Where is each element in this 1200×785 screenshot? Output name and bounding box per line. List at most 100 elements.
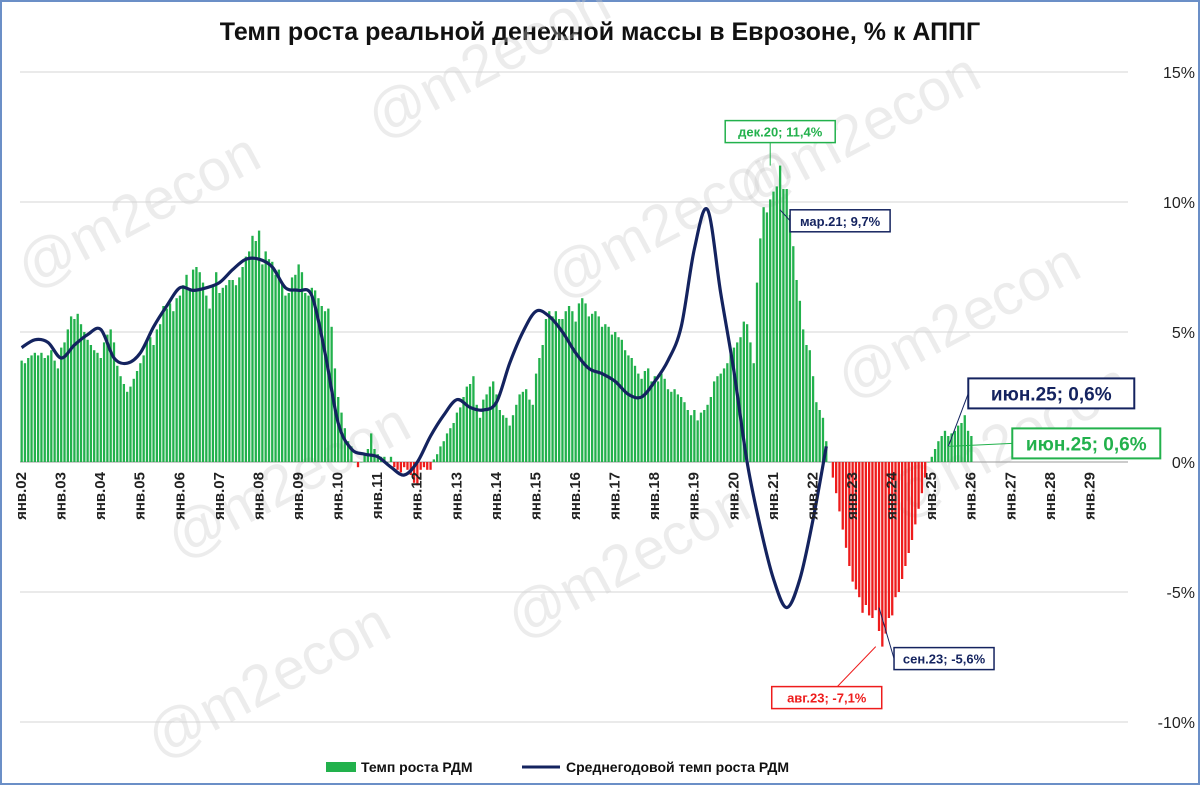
annotation-box [893,646,995,671]
bar [106,334,109,462]
bar [792,246,795,462]
bar [505,417,508,462]
bar [752,363,755,462]
x-tick-label: янв.27 [1002,472,1019,520]
bar [831,462,835,478]
x-tick-label: янв.04 [92,471,109,520]
bar [40,352,43,462]
bar [867,462,871,616]
bar [666,389,670,462]
x-tick-label: янв.28 [1042,472,1059,520]
average-line-series [20,206,828,610]
annotation-callout: дек.20; 11,4% [724,119,836,166]
bar [805,345,808,462]
bar [660,373,663,462]
bar [914,462,917,525]
bar [544,319,548,462]
bar [459,407,462,462]
bar [650,381,653,462]
annotation-leader [948,442,1013,447]
bar [745,324,749,462]
bar [749,342,752,462]
bar [69,316,73,462]
annotation-box [724,119,836,144]
bar-series [20,165,973,647]
bar [96,352,99,462]
bar [188,290,191,462]
bar [515,404,518,462]
bar [574,321,577,462]
bar [182,285,185,462]
bar [894,462,897,598]
bar [891,462,894,616]
bar [960,423,963,462]
bar [79,324,83,462]
bar [432,459,436,462]
bar [53,360,56,462]
bar [93,350,96,462]
bar [821,417,825,462]
bar [680,397,683,462]
bar [785,189,788,462]
bar [488,386,492,462]
bar [963,415,966,462]
bar [327,308,330,462]
bar [828,462,831,463]
bar [492,381,495,462]
bar [426,462,429,470]
bar [729,350,732,462]
bar [422,462,426,468]
bar [370,433,373,462]
x-tick-label: янв.14 [488,471,505,520]
bar [155,329,159,462]
y-tick-label: 10% [1163,195,1195,212]
bar [709,397,713,462]
bar [33,352,36,462]
bar [46,355,50,462]
bar [435,454,439,462]
bar [927,462,930,463]
bar [584,303,587,462]
bar [419,462,422,470]
x-tick-label: янв.18 [646,472,663,520]
bar [577,303,581,462]
bar [722,368,726,462]
bar [924,462,927,478]
bar [567,306,571,462]
bar [56,368,60,462]
bar [455,412,459,462]
bar [818,410,821,462]
bar [920,462,924,494]
x-tick-label: янв.22 [804,472,821,520]
bar [884,462,887,634]
x-tick-label: янв.15 [527,472,544,520]
bar [769,199,772,462]
bar [23,363,27,462]
bar [907,462,910,553]
x-tick-label: янв.06 [171,472,188,520]
x-tick-label: янв.12 [409,472,426,520]
bar [168,303,172,462]
bar [571,311,574,462]
bar [940,436,943,462]
bar [300,272,304,462]
bar [158,324,162,462]
bar [60,347,63,462]
bar [76,313,79,462]
x-tick-label: янв.21 [765,472,782,520]
bar [116,365,119,462]
bar [112,342,116,462]
bar [851,462,854,582]
bar [129,386,132,462]
bar [930,456,933,462]
bar [445,433,449,462]
bar [917,462,920,509]
bar [287,293,290,462]
bar [637,373,640,462]
bar [462,397,465,462]
x-tick-label: янв.07 [211,472,228,520]
bar [211,285,215,462]
bar [640,378,643,462]
bar [399,462,403,473]
bar [238,277,241,462]
